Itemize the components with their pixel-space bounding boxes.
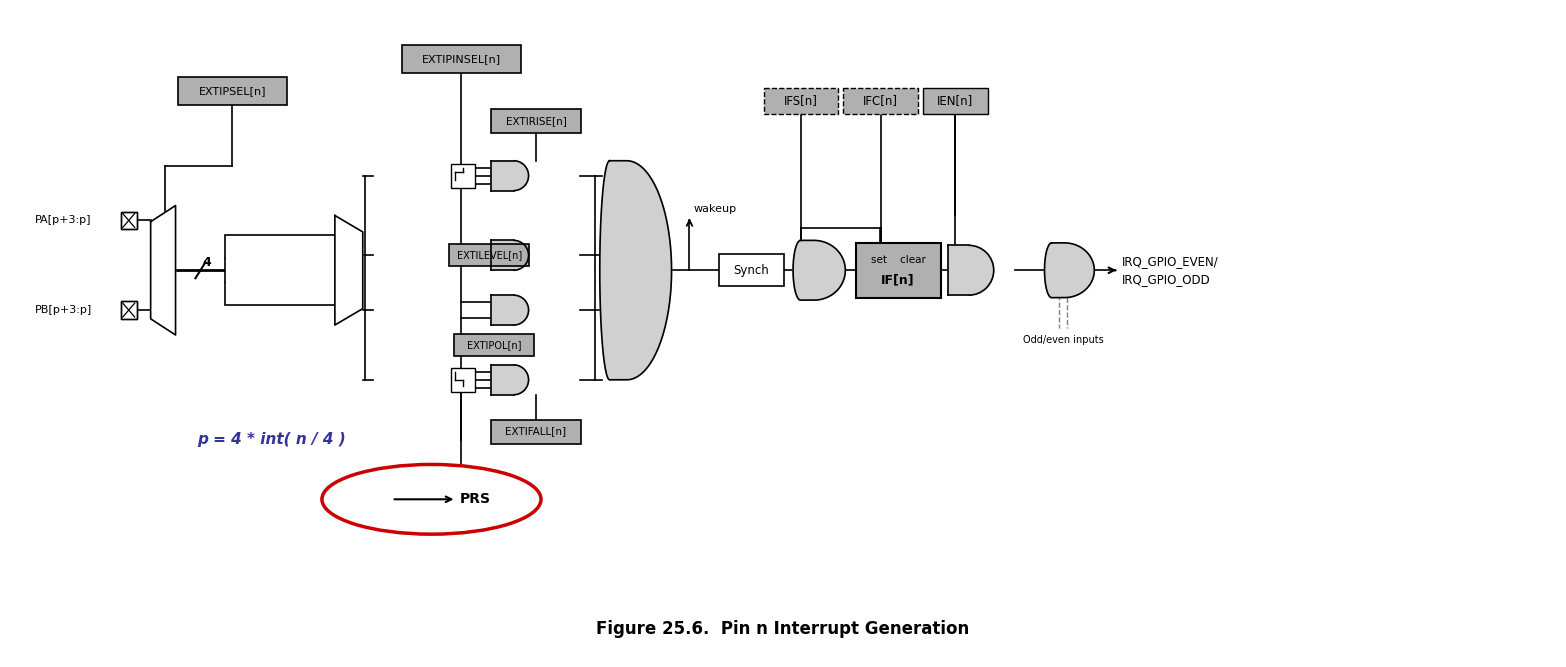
Bar: [401, 45, 521, 73]
Text: IRQ_GPIO_ODD: IRQ_GPIO_ODD: [1123, 273, 1211, 285]
Bar: [121, 301, 136, 319]
Polygon shape: [947, 245, 994, 295]
Text: IF[n]: IF[n]: [882, 273, 915, 287]
Text: PRS: PRS: [459, 492, 490, 506]
Text: p = 4 * int( n / 4 ): p = 4 * int( n / 4 ): [197, 432, 346, 447]
Text: IRQ_GPIO_EVEN/: IRQ_GPIO_EVEN/: [1123, 255, 1218, 268]
Bar: [454, 334, 534, 356]
Text: IFC[n]: IFC[n]: [863, 95, 899, 107]
Polygon shape: [492, 295, 529, 325]
Polygon shape: [600, 161, 672, 380]
Text: IEN[n]: IEN[n]: [938, 95, 974, 107]
Text: EXTIFALL[n]: EXTIFALL[n]: [506, 427, 567, 437]
Text: EXTIPINSEL[n]: EXTIPINSEL[n]: [421, 54, 501, 64]
Bar: [177, 77, 287, 105]
Bar: [451, 368, 476, 392]
Polygon shape: [1045, 243, 1095, 297]
Bar: [226, 235, 335, 305]
Bar: [764, 88, 838, 114]
Text: set    clear: set clear: [871, 255, 926, 265]
Polygon shape: [792, 240, 846, 300]
Bar: [857, 243, 941, 298]
Polygon shape: [492, 365, 529, 395]
Bar: [121, 211, 136, 229]
Bar: [922, 88, 988, 114]
Polygon shape: [335, 215, 363, 325]
Bar: [719, 254, 785, 286]
Text: Odd/even inputs: Odd/even inputs: [1023, 336, 1104, 346]
Text: wakeup: wakeup: [694, 203, 736, 213]
Bar: [121, 301, 136, 319]
Bar: [844, 88, 918, 114]
Text: 4: 4: [202, 256, 211, 269]
Text: EXTILEVEL[n]: EXTILEVEL[n]: [457, 250, 521, 260]
Text: PA[p+3:p]: PA[p+3:p]: [34, 215, 92, 225]
Bar: [451, 163, 476, 187]
Text: IFS[n]: IFS[n]: [785, 95, 817, 107]
Text: PB[p+3:p]: PB[p+3:p]: [34, 305, 92, 315]
Polygon shape: [492, 161, 529, 191]
Text: EXTIPOL[n]: EXTIPOL[n]: [467, 340, 521, 350]
Bar: [449, 244, 529, 266]
Bar: [492, 109, 581, 133]
Text: Synch: Synch: [733, 263, 769, 277]
Bar: [121, 211, 136, 229]
Polygon shape: [150, 205, 175, 335]
Text: Figure 25.6.  Pin n Interrupt Generation: Figure 25.6. Pin n Interrupt Generation: [597, 620, 969, 638]
Polygon shape: [492, 240, 529, 270]
Bar: [492, 420, 581, 444]
Text: EXTIRISE[n]: EXTIRISE[n]: [506, 116, 567, 126]
Text: EXTIPSEL[n]: EXTIPSEL[n]: [199, 86, 266, 96]
